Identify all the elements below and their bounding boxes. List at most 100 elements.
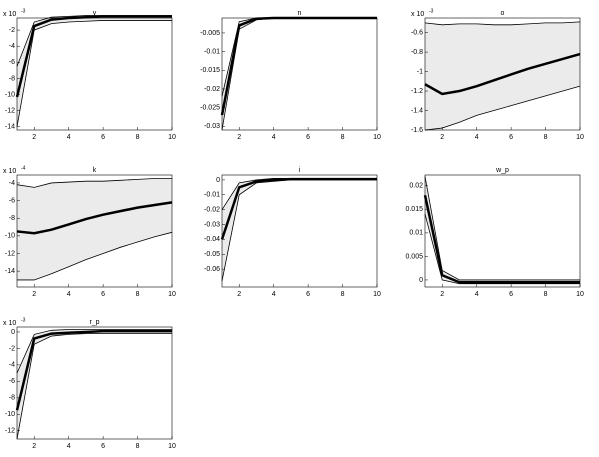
x-tick-label: 4: [475, 134, 479, 141]
irf-line: [15, 329, 172, 411]
x-tick-label: 2: [237, 291, 241, 298]
y-tick-label: -1: [417, 68, 423, 75]
y-tick-label: -2: [9, 27, 15, 34]
x-tick-label: 6: [306, 291, 310, 298]
subplot-title: n: [298, 10, 302, 17]
irf-line: [424, 52, 581, 96]
exponent-power: -3: [21, 8, 26, 14]
y-tick-label: -8: [9, 215, 15, 222]
y-tick-label: -0.01: [204, 192, 220, 199]
irf-line: [221, 17, 377, 131]
irf-line: [220, 16, 377, 116]
y-tick-label: -14: [5, 124, 15, 131]
x-tick-label: 8: [341, 134, 345, 141]
x-tick-label: 2: [32, 291, 36, 298]
y-tick-label: -0.01: [204, 48, 220, 55]
plot-frame: [16, 326, 173, 440]
x-tick-label: 6: [101, 134, 105, 141]
y-tick-label: -0.05: [204, 251, 220, 258]
y-tick-label: -4: [9, 43, 15, 50]
exponent-base: x 10: [3, 320, 16, 327]
exponent-base: x 10: [3, 11, 16, 18]
x-tick-label: 4: [272, 134, 276, 141]
x-tick-label: 8: [136, 291, 140, 298]
irf-line: [423, 194, 580, 284]
subplot: -0.005 -0.01 -0.015 -0.02 -0.025 -0.03 2 4 6 8 10 n: [200, 10, 381, 141]
x-tick-label: 2: [440, 134, 444, 141]
x-tick-label: 4: [67, 443, 71, 450]
y-tick-label: 0.015: [405, 206, 423, 213]
y-tick-label: -0.005: [200, 30, 220, 37]
exponent-power: -4: [21, 165, 26, 171]
y-tick-label: 0.005: [405, 253, 423, 260]
subplot: 0 0.005 0.01 0.015 0.02 2 4 6 8 10 w_p: [405, 167, 584, 298]
x-tick-label: 10: [373, 291, 381, 298]
irf-line: [221, 178, 377, 210]
confidence-band: [222, 178, 377, 282]
x-tick-label: 2: [440, 291, 444, 298]
exponent-base: x 10: [3, 168, 16, 175]
x-tick-label: 4: [67, 291, 71, 298]
plot-frame: [221, 17, 378, 131]
x-tick-label: 6: [101, 291, 105, 298]
x-tick-label: 8: [136, 443, 140, 450]
y-tick-label: -0.8: [411, 49, 423, 56]
subplot-title: w_p: [495, 167, 509, 174]
y-tick-label: 0.01: [409, 230, 423, 237]
x-tick-label: 6: [101, 443, 105, 450]
y-tick-label: 0: [216, 177, 220, 184]
exponent-power: -3: [429, 8, 434, 14]
y-tick-label: -8: [9, 395, 15, 402]
irf-line: [424, 21, 581, 26]
x-tick-label: 8: [544, 134, 548, 141]
x-tick-label: 4: [272, 291, 276, 298]
subplot-title: r_p: [89, 319, 99, 326]
y-tick-label: -1.2: [411, 88, 423, 95]
subplot-title: i: [299, 167, 301, 174]
y-tick-label: -10: [5, 411, 15, 418]
y-tick-label: -6: [9, 378, 15, 385]
y-tick-label: -12: [5, 250, 15, 257]
y-tick-label: -0.02: [204, 206, 220, 213]
subplot-title: k: [93, 167, 97, 174]
irf-line: [15, 15, 172, 98]
confidence-band: [222, 18, 377, 130]
confidence-band: [17, 329, 172, 439]
y-tick-label: -4: [9, 362, 15, 369]
irf-line: [221, 17, 377, 97]
subplot: -0.6 -0.8 -1 -1.2 -1.4 -1.6 2 4 6 8 10 o x 10 -3: [411, 8, 584, 141]
y-tick-label: -0.06: [204, 266, 220, 273]
y-tick-label: -8: [9, 75, 15, 82]
confidence-band: [17, 15, 172, 127]
confidence-band: [425, 176, 580, 284]
y-tick-label: 0.02: [409, 183, 423, 190]
irf-line: [424, 85, 581, 131]
x-tick-label: 8: [341, 291, 345, 298]
irf-line: [16, 15, 172, 67]
plot-frame: [221, 174, 378, 288]
y-tick-label: -2: [9, 345, 15, 352]
x-tick-label: 6: [509, 291, 513, 298]
x-tick-label: 10: [168, 443, 176, 450]
subplot: -4 -6 -8 -10 -12 -14 2 4 6 8 10 k x 10 -4: [3, 165, 176, 298]
irf-line: [16, 178, 172, 188]
subplot-title: o: [501, 10, 505, 17]
subplot: 0 -0.01 -0.02 -0.03 -0.04 -0.05 -0.06 2 4 6 8 10 i: [204, 167, 381, 298]
y-tick-label: -0.6: [411, 29, 423, 36]
y-tick-label: -0.04: [204, 236, 220, 243]
y-tick-label: -0.015: [200, 67, 220, 74]
y-tick-label: -1.6: [411, 127, 423, 134]
y-tick-label: -12: [5, 108, 15, 115]
y-tick-label: -0.02: [204, 86, 220, 93]
exponent-base: x 10: [411, 11, 424, 18]
x-tick-label: 6: [509, 134, 513, 141]
irf-line: [16, 329, 172, 374]
y-tick-label: -1.4: [411, 107, 423, 114]
irf-line: [16, 333, 172, 440]
x-tick-label: 10: [576, 291, 584, 298]
x-tick-label: 2: [32, 443, 36, 450]
confidence-band: [17, 178, 172, 280]
x-tick-label: 10: [168, 291, 176, 298]
x-tick-label: 4: [67, 134, 71, 141]
